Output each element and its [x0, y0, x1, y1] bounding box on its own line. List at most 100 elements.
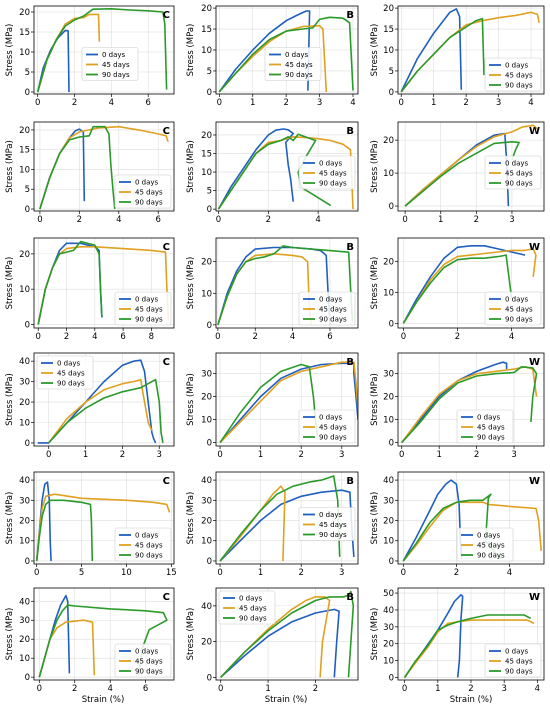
panel-r3c1: 0 2 4 6 8 0 10 20 Stress (MPa) C 0 days 45 days 90 d…	[5, 237, 175, 342]
legend-label: 90 days	[319, 316, 347, 324]
legend: 0 days 45 days 90 days	[114, 291, 172, 326]
y-tick-label: 5	[25, 68, 30, 78]
y-tick-label: 15	[19, 28, 30, 38]
y-tick-label: 30	[201, 496, 212, 506]
y-axis-title: Stress (MPa)	[5, 140, 15, 193]
x-tick-label: 0	[37, 215, 42, 225]
series-line-45-days	[219, 485, 286, 562]
y-tick-label: 0	[25, 439, 30, 449]
x-tick-label: 2	[313, 684, 318, 694]
y-tick-label: 10	[383, 537, 394, 547]
y-tick-label: 0	[207, 673, 212, 683]
legend-label: 45 days	[477, 424, 505, 432]
panel-type-label: C	[163, 476, 170, 487]
x-tick-label: 0	[401, 568, 406, 578]
x-tick-label: 1	[83, 450, 88, 460]
y-tick-label: 10	[19, 654, 30, 664]
legend: 0 days 45 days 90 days	[114, 643, 172, 678]
y-tick-label: 0	[389, 88, 394, 98]
series-line-90-days	[401, 366, 538, 444]
legend-label: 45 days	[505, 72, 533, 80]
y-axis-title: Stress (MPa)	[370, 608, 380, 661]
plot-frame	[397, 121, 545, 212]
legend-label: 0 days	[505, 160, 529, 168]
y-axis-title: Stress (MPa)	[5, 24, 15, 77]
y-tick-label: 40	[201, 476, 212, 486]
y-axis-title: Stress (MPa)	[186, 24, 196, 77]
legend: 0 days 45 days 90 days	[484, 643, 542, 678]
x-tick-label: 4	[509, 332, 514, 342]
legend-label: 45 days	[285, 61, 313, 69]
panel-type-label: W	[529, 126, 540, 137]
legend-label: 90 days	[135, 552, 163, 560]
legend: 0 days 45 days 90 days	[114, 174, 172, 209]
y-tick-label: 0	[207, 88, 212, 98]
series-line-0-days	[217, 128, 294, 210]
legend-label: 90 days	[102, 71, 130, 79]
legend-label: 45 days	[319, 306, 347, 314]
y-tick-label: 20	[201, 131, 212, 141]
x-tick-label: 0	[218, 684, 223, 694]
series-line-90-days	[402, 254, 513, 324]
y-tick-label: 10	[201, 46, 212, 56]
legend-label: 0 days	[239, 595, 263, 603]
x-tick-label: 3	[339, 450, 344, 460]
legend-label: 45 days	[239, 605, 267, 613]
legend-label: 90 days	[477, 552, 505, 560]
x-tick-label: 0	[34, 568, 39, 578]
x-tick-label: 3	[511, 450, 516, 460]
y-tick-label: 0	[207, 439, 212, 449]
x-tick-label: 0	[215, 332, 220, 342]
x-tick-label: 5	[79, 568, 84, 578]
x-tick-label: 2	[455, 332, 460, 342]
x-tick-label: 0	[217, 450, 222, 460]
legend: 0 days 45 days 90 days	[218, 590, 276, 625]
x-tick-label: 1	[431, 98, 436, 108]
legend-label: 45 days	[102, 61, 130, 69]
x-tick-label: 2	[474, 450, 479, 460]
legend-label: 0 days	[505, 648, 529, 656]
legend-label: 0 days	[319, 511, 343, 519]
legend: 0 days 45 days 90 days	[456, 527, 514, 562]
legend-label: 90 days	[285, 71, 313, 79]
y-tick-label: 10	[19, 48, 30, 58]
panel-type-label: W	[529, 476, 540, 487]
y-tick-label: 0	[389, 557, 394, 567]
y-tick-label: 10	[383, 288, 394, 298]
y-tick-label: 20	[201, 4, 212, 14]
legend: 0 days 45 days 90 days	[484, 291, 542, 326]
y-axis-title: Stress (MPa)	[186, 492, 196, 545]
y-tick-label: 10	[201, 416, 212, 426]
legend-label: 0 days	[135, 532, 159, 540]
legend-label: 0 days	[319, 414, 343, 422]
y-tick-label: 30	[383, 623, 394, 633]
legend: 0 days 45 days 90 days	[484, 57, 542, 92]
legend-label: 0 days	[135, 648, 159, 656]
legend-label: 90 days	[505, 82, 533, 90]
y-tick-label: 10	[19, 285, 30, 295]
series-line-90-days	[217, 245, 354, 326]
series-line-90-days	[48, 378, 164, 444]
legend-label: 45 days	[135, 542, 163, 550]
legend: 0 days 45 days 90 days	[298, 155, 356, 190]
legend-label: 45 days	[505, 170, 533, 178]
y-axis-title: Stress (MPa)	[186, 257, 196, 310]
legend-label: 45 days	[477, 542, 505, 550]
plot-frame	[397, 471, 545, 565]
x-tick-label: 6	[120, 332, 125, 342]
legend: 0 days 45 days 90 days	[114, 527, 172, 562]
y-tick-label: 50	[383, 589, 394, 599]
panel-type-label: B	[346, 126, 354, 137]
legend: 0 days 45 days 90 days	[298, 409, 356, 444]
y-tick-label: 20	[383, 136, 394, 146]
series-line-90-days	[35, 499, 94, 562]
y-tick-label: 20	[383, 517, 394, 527]
y-tick-label: 40	[383, 476, 394, 486]
x-tick-label: 1	[436, 450, 441, 460]
panel-type-label: C	[163, 357, 170, 368]
legend-label: 0 days	[57, 360, 81, 368]
series-line-0-days	[220, 608, 340, 678]
y-tick-label: 5	[207, 67, 212, 77]
